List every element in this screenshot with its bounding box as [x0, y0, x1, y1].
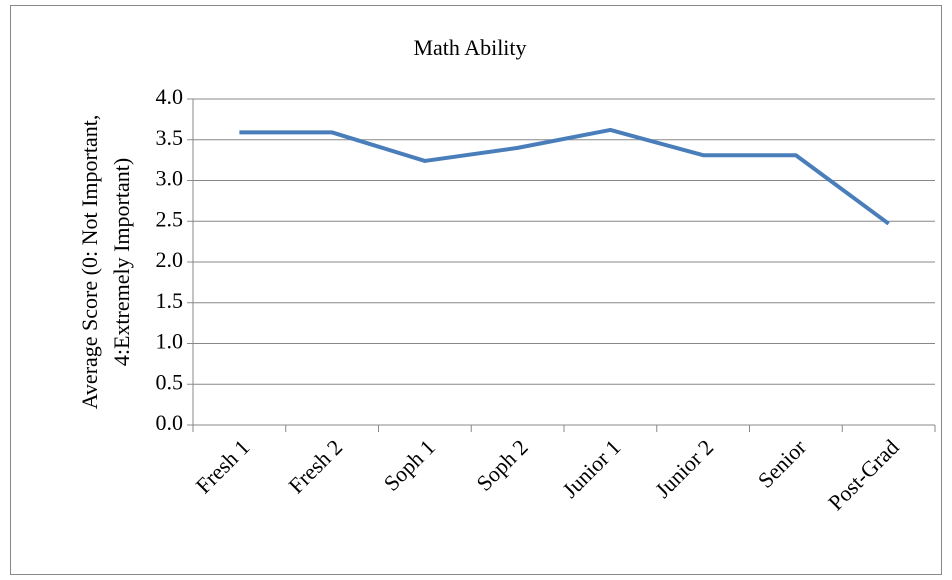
y-tick-label: 4.0: [156, 84, 184, 109]
y-tick-label: 2.5: [156, 206, 184, 231]
y-tick-label: 3.0: [156, 166, 184, 191]
y-tick-label: 0.0: [156, 410, 184, 435]
y-axis-label: Average Score (0: Not Important, 4:Extre…: [77, 115, 134, 410]
y-axis-label-line: Average Score (0: Not Important,: [77, 115, 102, 410]
chart-title: Math Ability: [413, 35, 526, 60]
y-axis-label-line: 4:Extremely Important): [109, 158, 134, 366]
y-tick-label: 1.5: [156, 288, 184, 313]
y-tick-label: 2.0: [156, 247, 184, 272]
chart-border: [10, 5, 942, 575]
y-tick-label: 3.5: [156, 125, 184, 150]
y-tick-label: 1.0: [156, 329, 184, 354]
y-tick-label: 0.5: [156, 369, 184, 394]
data-line: [239, 127, 890, 226]
